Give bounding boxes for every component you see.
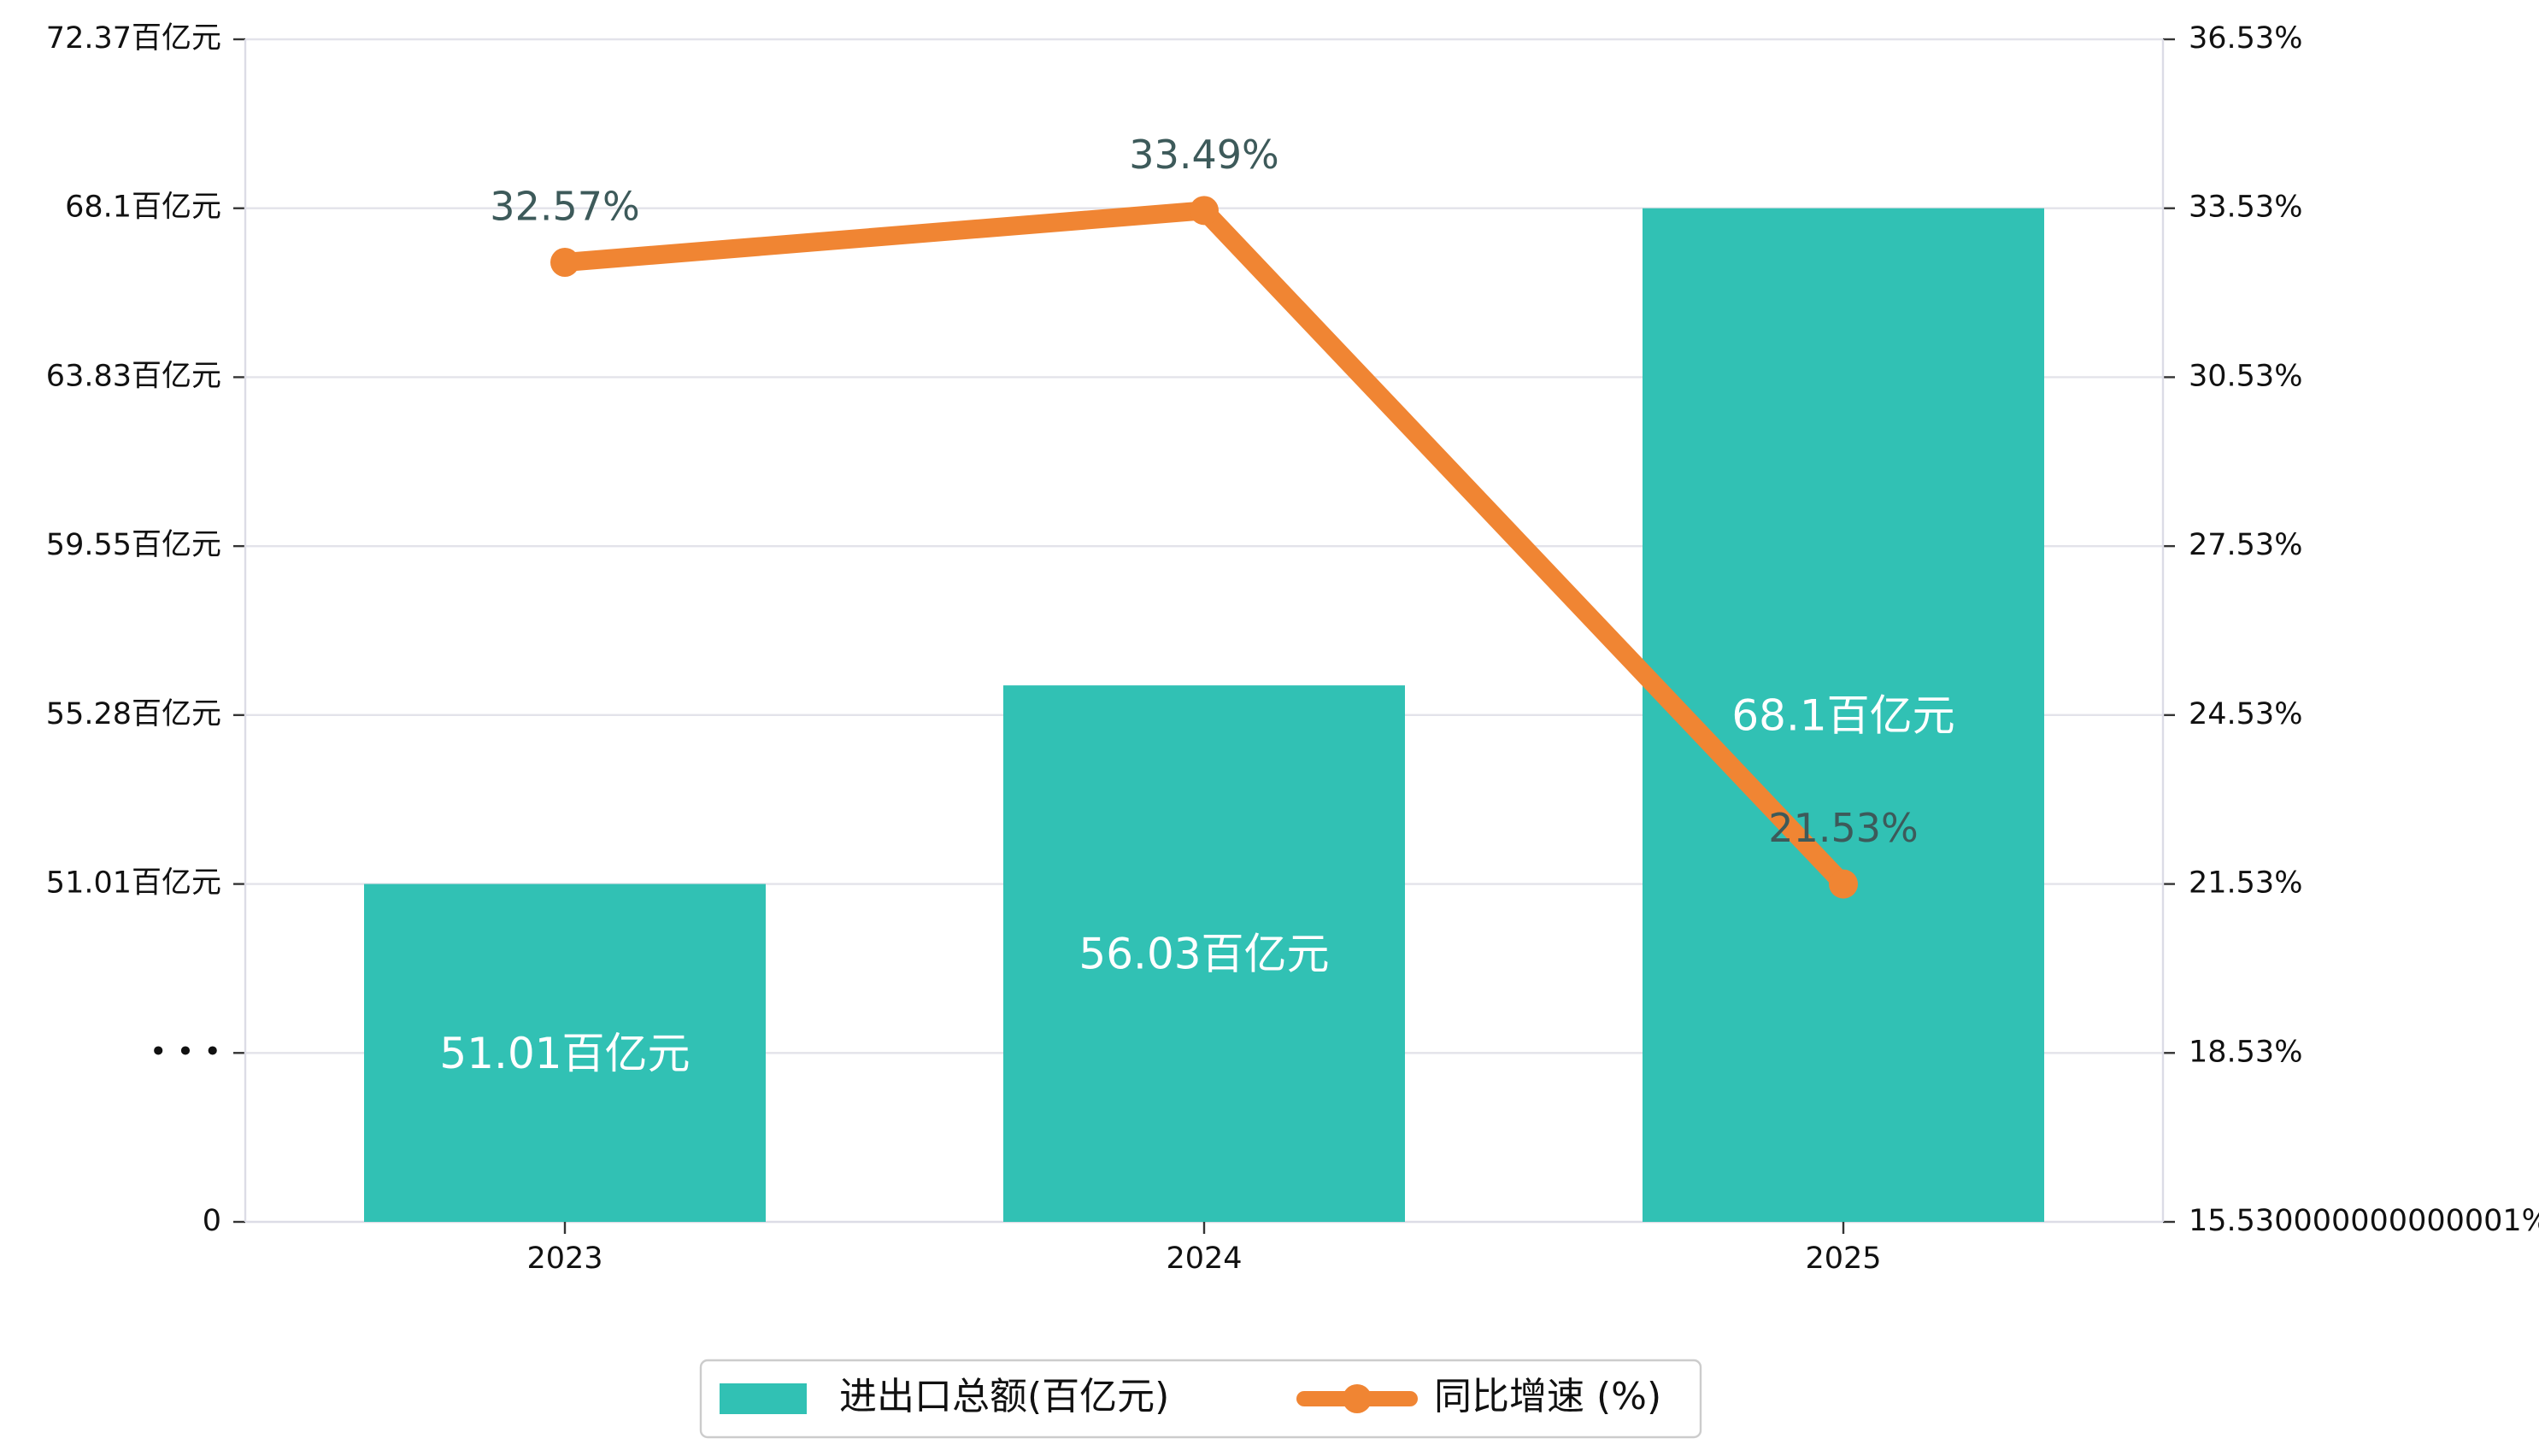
left-tick-label: 72.37百亿元 (46, 21, 221, 56)
bar-2023 (364, 884, 766, 1222)
left-tick-label: 51.01百亿元 (46, 866, 221, 901)
left-tick-label: 55.28百亿元 (46, 697, 221, 731)
legend-swatch-bar (720, 1383, 807, 1414)
x-tick-label: 2025 (1805, 1242, 1881, 1276)
right-tick-label: 33.53% (2189, 191, 2302, 225)
x-tick-label: 2023 (526, 1242, 602, 1276)
right-tick-label: 27.53% (2189, 528, 2302, 562)
bar-value-label: 51.01百亿元 (439, 1029, 690, 1078)
line-series (550, 196, 1858, 899)
left-tick-label: 59.55百亿元 (46, 528, 221, 562)
left-tick-label: 68.1百亿元 (65, 191, 221, 225)
bar-2025 (1643, 208, 2044, 1223)
right-tick-label: 15.530000000000001% (2189, 1204, 2539, 1238)
right-tick-label: 30.53% (2189, 359, 2302, 393)
line-value-label: 32.57% (490, 183, 639, 229)
right-tick-label: 21.53% (2189, 866, 2302, 901)
bar-value-label: 56.03百亿元 (1078, 930, 1329, 979)
legend-box (699, 1359, 1702, 1439)
left-tick-label: • • • (150, 1035, 221, 1069)
right-tick-label: 18.53% (2189, 1035, 2302, 1069)
right-tick-label: 36.53% (2189, 21, 2302, 56)
growth-point-2024 (1190, 196, 1219, 226)
left-tick-label: 0 (203, 1204, 221, 1238)
x-tick-label: 2024 (1166, 1242, 1242, 1276)
data-labels: 51.01百亿元 56.03百亿元 68.1百亿元 32.57% 33.49% 21.53… (439, 132, 1954, 1078)
bar-value-label: 68.1百亿元 (1731, 690, 1954, 740)
line-value-label: 33.49% (1129, 132, 1278, 178)
right-tick-label: 24.53% (2189, 697, 2302, 731)
bar-2024 (1003, 685, 1405, 1222)
axes: 0 • • • 51.01百亿元 55.28百亿元 59.55百亿元 63.83百亿元 68… (46, 21, 2539, 1276)
growth-point-2025 (1829, 869, 1858, 899)
line-value-label: 21.53% (1768, 805, 1918, 851)
growth-point-2023 (550, 247, 579, 277)
legend-label-bar: 进出口总额(百亿元) (839, 1375, 1169, 1418)
left-tick-label: 63.83百亿元 (46, 359, 221, 393)
bar-series (364, 208, 2044, 1223)
legend-label-line: 同比增速 (%) (1434, 1375, 1661, 1418)
legend-swatch-marker (1343, 1384, 1372, 1413)
legend: 进出口总额(百亿元) 同比增速 (%) (699, 1359, 1702, 1439)
